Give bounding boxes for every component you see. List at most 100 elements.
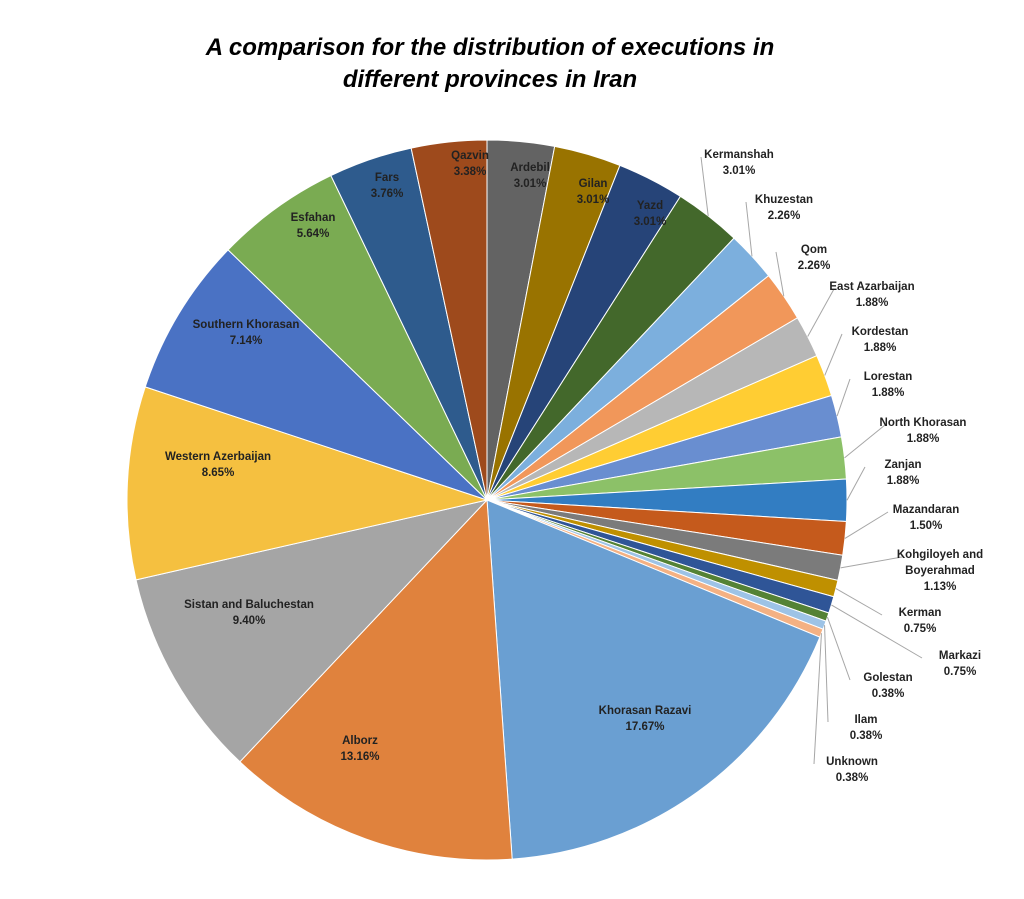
leader-line [831, 604, 923, 659]
category-label: Kohgiloyeh and Boyerahmad [896, 549, 984, 577]
slice-label: Mazandaran 1.50% [893, 502, 959, 534]
pie-slice [126, 386, 489, 581]
leader-line [844, 424, 886, 459]
slice-label: Lorestan 1.88% [864, 369, 913, 401]
value-label: 1.88% [886, 475, 920, 487]
leader-line [844, 511, 889, 539]
slice-label: Gilan 3.01% [577, 176, 610, 208]
value-label: 13.16% [340, 751, 380, 763]
leader-line [700, 156, 709, 217]
value-label: 0.38% [835, 772, 869, 784]
slice-label: Khorasan Razavi 17.67% [599, 703, 692, 735]
category-label: Kordestan [851, 326, 909, 338]
category-label: Southern Khorasan [192, 319, 300, 331]
leader-line [840, 556, 903, 569]
leader-line [826, 616, 851, 681]
pie-slice [144, 249, 488, 501]
value-label: 5.64% [296, 228, 330, 240]
slice-label: Qom 2.26% [798, 242, 831, 274]
value-label: 3.01% [513, 178, 547, 190]
pie-slice [410, 139, 488, 501]
leader-line [813, 633, 822, 765]
category-label: Kermanshah [704, 149, 774, 161]
pie-slice [486, 499, 821, 860]
category-label: Mazandaran [892, 504, 960, 516]
category-label: Unknown [826, 756, 878, 768]
slice-label: Yazd 3.01% [634, 198, 667, 230]
slice-label: North Khorasan 1.88% [880, 415, 967, 447]
slice-label: Southern Khorasan 7.14% [193, 317, 300, 349]
value-label: 3.01% [722, 165, 756, 177]
pie-slice [239, 498, 513, 861]
category-label: Ilam [854, 714, 878, 726]
value-label: 9.40% [232, 615, 266, 627]
value-label: 1.50% [909, 520, 943, 532]
value-label: 0.38% [871, 688, 905, 700]
category-label: Alborz [342, 735, 378, 747]
pie-slice [227, 174, 488, 501]
value-label: 3.01% [576, 194, 610, 206]
pie-slice [135, 499, 489, 763]
slice-label: Unknown 0.38% [826, 754, 878, 786]
value-label: 8.65% [201, 467, 235, 479]
value-label: 3.38% [453, 166, 487, 178]
value-label: 0.75% [943, 666, 977, 678]
category-label: East Azarbaijan [829, 281, 915, 293]
category-label: Qom [800, 244, 828, 256]
value-label: 1.88% [855, 297, 889, 309]
category-label: Markazi [938, 650, 982, 662]
value-label: 1.88% [906, 433, 940, 445]
value-label: 0.75% [903, 623, 937, 635]
chart-title: A comparison for the distribution of exe… [205, 34, 775, 93]
slice-label: Ardebil 3.01% [510, 160, 550, 192]
slice-label: Kordestan 1.88% [852, 324, 909, 356]
slice-label: Fars 3.76% [371, 170, 404, 202]
leader-line [824, 333, 843, 376]
category-label: Western Azerbaijan [164, 451, 272, 463]
category-label: Lorestan [863, 371, 913, 383]
category-label: Yazd [636, 200, 664, 212]
value-label: 2.26% [797, 260, 831, 272]
leader-line [807, 288, 835, 337]
category-label: Esfahan [290, 212, 336, 224]
slice-label: Kermanshah 3.01% [704, 147, 774, 179]
slice-label: Western Azerbaijan 8.65% [165, 449, 271, 481]
category-label: Fars [374, 172, 400, 184]
leader-line [846, 466, 866, 501]
value-label: 1.13% [923, 581, 957, 593]
slice-label: Alborz 13.16% [340, 733, 379, 765]
value-label: 1.88% [863, 342, 897, 354]
slice-label: Kerman 0.75% [899, 605, 942, 637]
slice-label: Zanjan 1.88% [884, 457, 921, 489]
slice-label: Khuzestan 2.26% [755, 192, 813, 224]
value-label: 3.76% [370, 188, 404, 200]
leader-line [836, 378, 851, 417]
value-label: 1.88% [871, 387, 905, 399]
category-label: Sistan and Baluchestan [184, 599, 314, 611]
value-label: 0.38% [849, 730, 883, 742]
slice-label: Markazi 0.75% [939, 648, 981, 680]
leader-line [775, 251, 785, 297]
leader-line [824, 625, 829, 723]
slice-label: Esfahan 5.64% [291, 210, 336, 242]
leader-line [835, 588, 883, 616]
category-label: Golestan [863, 672, 913, 684]
slice-label: Golestan 0.38% [863, 670, 912, 702]
slice-label: Ilam 0.38% [850, 712, 883, 744]
leader-line [745, 201, 753, 257]
category-label: North Khorasan [879, 417, 967, 429]
category-label: Gilan [578, 178, 608, 190]
slice-label: Qazvin 3.38% [451, 148, 489, 180]
value-label: 7.14% [229, 335, 263, 347]
value-label: 17.67% [625, 721, 665, 733]
category-label: Khorasan Razavi [598, 705, 692, 717]
value-label: 3.01% [633, 216, 667, 228]
slice-label: Kohgiloyeh and Boyerahmad 1.13% [880, 547, 1000, 595]
category-label: Ardebil [510, 162, 550, 174]
category-label: Zanjan [884, 459, 922, 471]
category-label: Qazvin [451, 150, 489, 162]
slice-label: East Azarbaijan 1.88% [829, 279, 914, 311]
category-label: Khuzestan [754, 194, 814, 206]
